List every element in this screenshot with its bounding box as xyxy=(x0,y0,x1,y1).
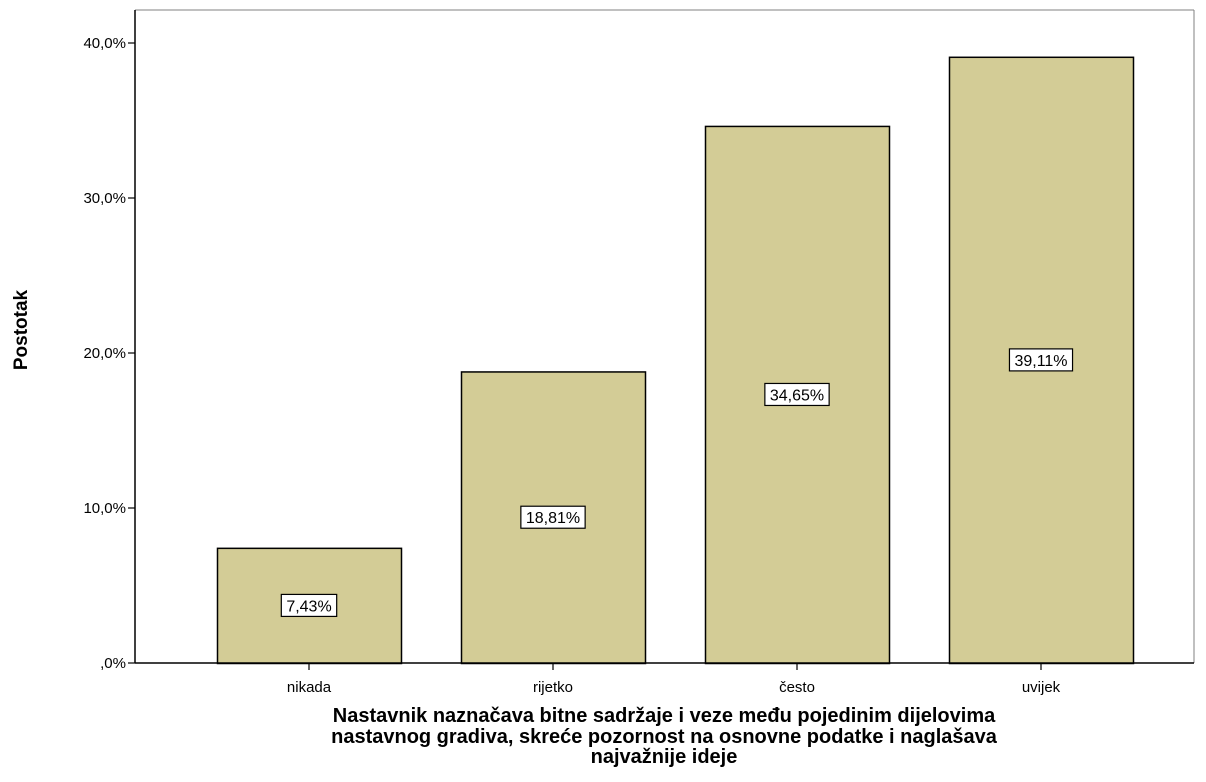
x-tick-label-rijetko: rijetko xyxy=(533,679,573,696)
data-label-text: 7,43% xyxy=(286,598,331,615)
data-label: 18,81% xyxy=(520,505,586,529)
data-label: 34,65% xyxy=(764,382,830,407)
data-label: 39,11% xyxy=(1008,348,1074,372)
y-tick-label: 20,0% xyxy=(83,345,126,362)
y-tick-label: 40,0% xyxy=(83,35,126,52)
y-axis-title: Postotak xyxy=(11,289,32,370)
axes-group xyxy=(134,10,1194,664)
data-label-text: 39,11% xyxy=(1014,353,1067,370)
data-labels-group: 7,43% 18,81% 34,65% 39,11% xyxy=(280,348,1074,618)
y-tick-label: 10,0% xyxy=(83,500,126,517)
data-label-box xyxy=(764,382,830,407)
y-tick-label: ,0% xyxy=(100,655,126,672)
data-label-box xyxy=(280,593,338,618)
x-axis-title-line: najvažnije ideje xyxy=(591,746,738,768)
data-label-text: 18,81% xyxy=(526,510,580,527)
x-axis-title: Nastavnik naznačava bitne sadržaje i vez… xyxy=(331,705,998,768)
y-tick-label: 30,0% xyxy=(83,190,126,207)
data-label: 7,43% xyxy=(280,593,338,618)
x-axis-title-line: nastavnog gradiva, skreće pozornost na o… xyxy=(331,726,998,748)
x-tick-label-uvijek: uvijek xyxy=(1022,679,1061,696)
y-ticks-group: ,0% 10,0% 20,0% 30,0% 40,0% xyxy=(83,35,135,672)
x-axis-title-line: Nastavnik naznačava bitne sadržaje i vez… xyxy=(333,705,996,727)
data-label-box xyxy=(520,505,586,529)
data-label-text: 34,65% xyxy=(770,387,824,404)
plot-frame xyxy=(135,9,1195,663)
bars-group xyxy=(216,56,1135,665)
x-tick-label-često: često xyxy=(779,679,815,696)
x-ticks-group: nikada rijetko često uvijek xyxy=(287,663,1061,696)
x-tick-label-nikada: nikada xyxy=(287,679,332,696)
data-label-box xyxy=(1008,348,1074,372)
